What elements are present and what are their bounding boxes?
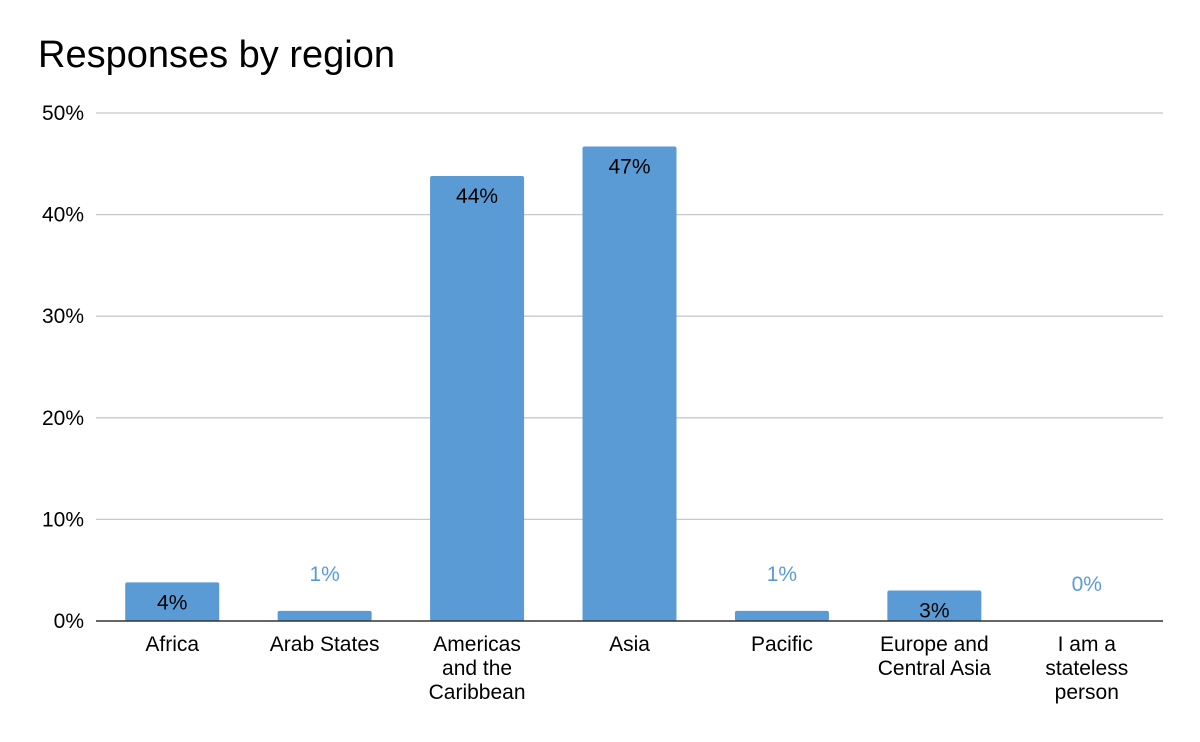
data-label: 3% — [919, 600, 949, 623]
data-label: 44% — [456, 185, 498, 208]
x-tick-label: I am a stateless person — [1045, 633, 1128, 704]
y-tick-label: 20% — [42, 407, 84, 430]
bar — [277, 610, 372, 621]
y-tick-label: 40% — [42, 204, 84, 227]
bar — [125, 582, 220, 621]
chart-title: Responses by region — [38, 34, 395, 76]
y-tick-label: 50% — [42, 102, 84, 125]
y-tick-label: 10% — [42, 508, 84, 531]
x-tick-label: Pacific — [751, 633, 813, 656]
x-tick-label: Asia — [609, 633, 650, 656]
data-label: 1% — [309, 563, 339, 586]
bars — [125, 146, 982, 621]
x-tick-label: Africa — [145, 633, 199, 656]
data-label: 47% — [608, 156, 650, 179]
bar — [887, 590, 982, 621]
bar — [582, 146, 677, 621]
axes: 0% 10% 20% 30% 40% 50% Africa Arab States Americ… — [42, 102, 1163, 704]
y-tick-label: 30% — [42, 305, 84, 328]
x-tick-label: Arab States — [270, 633, 380, 656]
y-tick-label: 0% — [54, 610, 84, 633]
data-label: 1% — [767, 563, 797, 586]
bar — [430, 175, 525, 621]
x-tick-label: Americas and the Caribbean — [429, 633, 526, 704]
data-label: 0% — [1072, 573, 1102, 596]
data-labels: 4% 1% 44% 47% 1% 3% 0% — [157, 156, 1102, 623]
x-tick-label: Europe and Central Asia — [878, 633, 992, 680]
bar — [734, 610, 829, 621]
data-label: 4% — [157, 591, 187, 614]
